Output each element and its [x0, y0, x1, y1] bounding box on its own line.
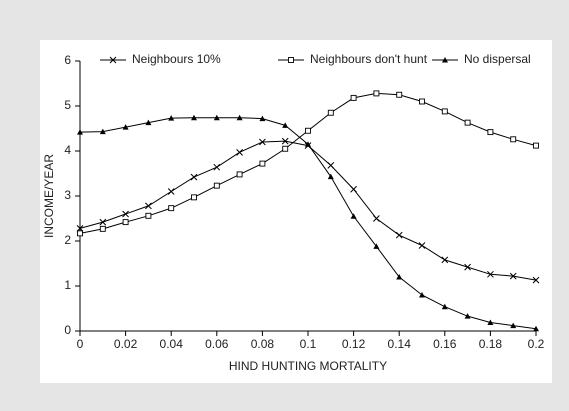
marker [464, 263, 471, 271]
marker [396, 274, 403, 280]
marker [487, 270, 494, 278]
marker [236, 171, 243, 178]
marker [122, 124, 129, 130]
y-tick-label: 3 [64, 188, 71, 202]
y-tick-label: 6 [64, 53, 71, 67]
marker [190, 173, 198, 181]
marker [282, 145, 289, 152]
x-tick-label: 0.2 [528, 337, 545, 351]
marker [305, 127, 311, 134]
marker [373, 90, 380, 97]
marker [281, 137, 289, 145]
marker [327, 109, 334, 116]
marker [259, 115, 266, 122]
marker [236, 148, 243, 156]
marker [145, 212, 152, 219]
marker [487, 319, 494, 325]
y-tick-label: 5 [64, 98, 71, 112]
legend-marker [109, 56, 117, 64]
marker [350, 185, 357, 193]
x-tick-label: 0 [77, 337, 84, 351]
marker [419, 292, 425, 298]
marker [213, 114, 220, 121]
x-tick-label: 0.12 [342, 337, 366, 351]
y-tick-label: 2 [64, 233, 71, 247]
marker [213, 182, 220, 189]
marker [418, 242, 426, 249]
marker [99, 225, 106, 232]
marker [373, 243, 380, 249]
marker [99, 128, 106, 135]
marker [327, 162, 335, 169]
marker [236, 114, 243, 121]
x-tick-label: 0.08 [251, 337, 275, 351]
legend-marker [442, 57, 448, 63]
marker [122, 210, 129, 218]
x-axis-label: HIND HUNTING MORTALITY [229, 359, 387, 373]
marker [441, 303, 448, 310]
marker [373, 215, 380, 222]
legend-marker [288, 57, 294, 63]
marker [305, 141, 311, 147]
marker [76, 225, 84, 232]
panel [40, 40, 552, 383]
marker [122, 219, 129, 226]
marker [441, 108, 448, 115]
x-tick-label: 0.04 [160, 337, 184, 351]
marker [510, 322, 517, 329]
marker [145, 202, 152, 210]
legend-label: No dispersal [464, 52, 531, 66]
marker [533, 142, 539, 149]
x-tick-label: 0.14 [388, 337, 412, 351]
marker [509, 272, 517, 280]
marker [441, 256, 449, 264]
marker [532, 276, 540, 284]
marker [327, 173, 334, 180]
legend-label: Neighbours don't hunt [310, 52, 428, 66]
marker [396, 91, 403, 98]
x-tick-label: 0.16 [433, 337, 457, 351]
marker [99, 218, 107, 226]
marker [533, 325, 539, 332]
marker [168, 205, 175, 212]
y-tick-label: 1 [64, 278, 71, 292]
marker [259, 160, 266, 167]
y-tick-label: 0 [64, 323, 71, 337]
marker [191, 114, 197, 121]
x-tick-label: 0.1 [300, 337, 317, 351]
marker [350, 213, 357, 219]
x-tick-label: 0.06 [205, 337, 229, 351]
marker [282, 122, 289, 128]
marker [191, 194, 197, 201]
marker [419, 98, 425, 105]
marker [259, 138, 266, 146]
marker [168, 115, 175, 121]
marker [213, 163, 221, 171]
legend-label: Neighbours 10% [132, 52, 221, 66]
x-tick-label: 0.18 [479, 337, 503, 351]
marker [167, 188, 175, 195]
marker [464, 313, 471, 319]
marker [395, 231, 403, 239]
marker [145, 119, 152, 126]
marker [77, 230, 83, 237]
x-tick-label: 0.02 [114, 337, 138, 351]
marker [464, 119, 471, 126]
marker [510, 136, 517, 143]
marker [350, 94, 357, 101]
y-tick-label: 4 [64, 143, 71, 157]
marker [77, 129, 83, 135]
marker [487, 129, 494, 136]
y-axis-label: INCOME/YEAR [42, 154, 56, 238]
